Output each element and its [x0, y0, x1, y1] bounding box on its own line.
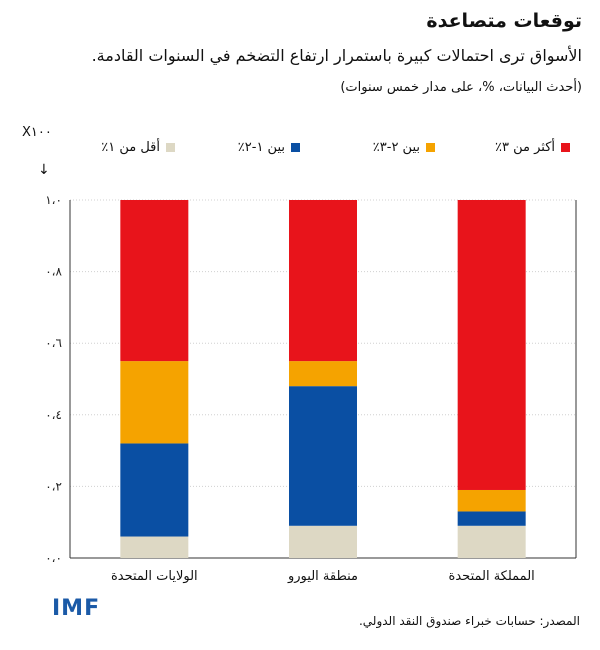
- scale-label: X١٠٠: [22, 125, 52, 140]
- y-tick-label: ١،٠: [45, 193, 62, 207]
- bar-segment: [289, 386, 357, 526]
- y-tick-label: ٠،٦: [45, 336, 62, 350]
- imf-logo: IMF: [52, 596, 101, 621]
- bar-segment: [457, 525, 526, 558]
- bar-segment: [289, 200, 357, 362]
- legend-item-2-3: بين ٢-٣٪: [373, 140, 435, 155]
- bar-segment: [457, 511, 526, 526]
- legend-label: بين ٢-٣٪: [372, 140, 420, 155]
- legend-label: بين ١-٢٪: [237, 140, 285, 155]
- y-tick-label: ٠،٨: [45, 265, 62, 279]
- legend-swatch: [561, 143, 570, 152]
- x-tick-label: الولايات المتحدة: [111, 569, 198, 584]
- x-tick-label: المملكة المتحدة: [449, 569, 535, 584]
- legend-swatch: [426, 143, 435, 152]
- bar-segment: [120, 536, 189, 558]
- bar-segment: [120, 200, 189, 362]
- bar-segment: [457, 489, 526, 512]
- legend-label: أكثر من ٣٪: [495, 140, 555, 155]
- legend-item-above-3: أكثر من ٣٪: [495, 140, 570, 155]
- legend-swatch: [291, 143, 300, 152]
- y-tick-label: ٠،٢: [45, 479, 62, 493]
- legend-label: أقل من ١٪: [101, 140, 160, 155]
- legend-item-1-2: بين ١-٢٪: [238, 140, 300, 155]
- chart-title: توقعات متصاعدة: [426, 10, 582, 32]
- chart-subtitle: الأسواق ترى احتمالات كبيرة باستمرار ارتف…: [91, 46, 582, 65]
- bar-segment: [120, 361, 189, 444]
- bar-segment: [120, 443, 189, 537]
- scale-arrow-icon: ↓: [38, 162, 50, 178]
- bar-segment: [289, 525, 357, 558]
- legend-swatch: [166, 143, 175, 152]
- bar-segment: [289, 361, 357, 387]
- source-note: المصدر: حسابات خبراء صندوق النقد الدولي.: [358, 614, 580, 628]
- x-tick-label: منطقة اليورو: [287, 569, 358, 584]
- legend-item-below-1: أقل من ١٪: [101, 140, 175, 155]
- chart-note: (أحدث البيانات، %، على مدار خمس سنوات): [340, 80, 582, 95]
- y-tick-label: ٠،٤: [45, 408, 62, 422]
- bar-segment: [457, 200, 526, 490]
- y-tick-label: ٠،٠: [45, 551, 62, 565]
